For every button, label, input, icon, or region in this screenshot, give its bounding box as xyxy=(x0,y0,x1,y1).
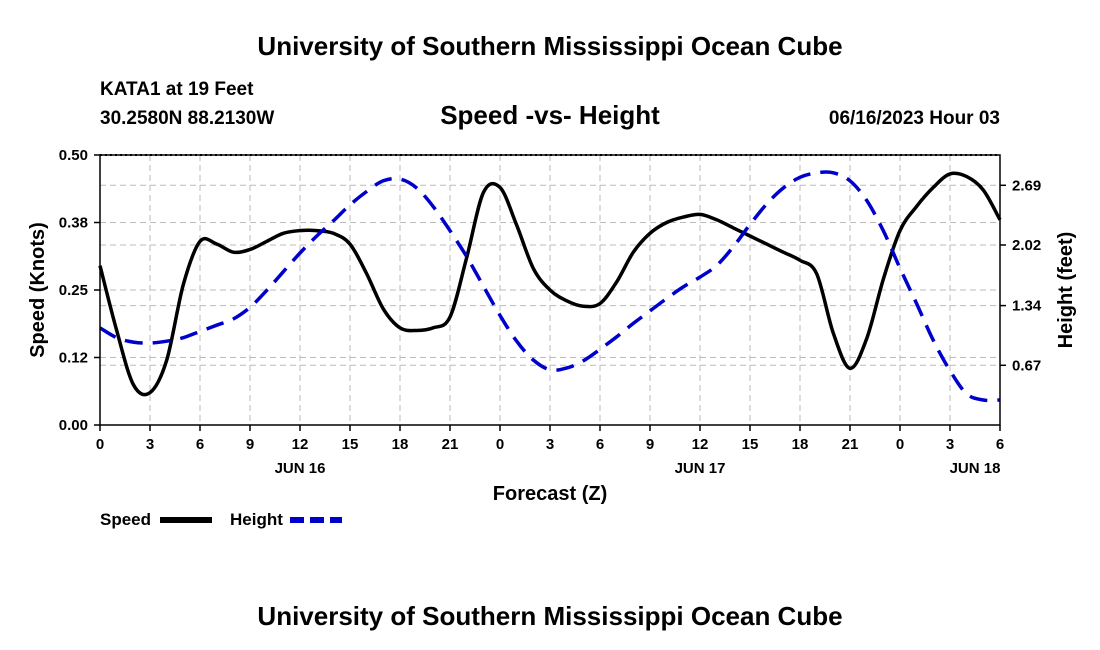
x-tick-label: 15 xyxy=(742,436,759,453)
x-tick-label: 12 xyxy=(292,436,309,453)
series-layer xyxy=(98,170,1002,403)
x-tick-label: 18 xyxy=(792,436,809,453)
axis-layer: 0 3 6 9 12 15 18 21 0 3 6 9 12 15 18 21 0 3 6 JUN 16 JUN 17 J… xyxy=(59,147,1042,477)
plot-title: Speed -vs- Height xyxy=(440,100,660,130)
x-tick-label: 18 xyxy=(392,436,409,453)
grid-layer xyxy=(100,155,1000,425)
day-label: JUN 17 xyxy=(675,460,726,477)
y-left-tick-label: 0.12 xyxy=(59,350,88,367)
footer-title: University of Southern Mississippi Ocean… xyxy=(257,601,842,631)
x-tick-label: 6 xyxy=(196,436,204,453)
y-right-tick-label: 2.69 xyxy=(1012,177,1041,194)
legend: Speed Height xyxy=(100,510,342,529)
station-label: KATA1 at 19 Feet xyxy=(100,79,254,100)
x-tick-label: 9 xyxy=(646,436,654,453)
location-label: 30.2580N 88.2130W xyxy=(100,108,274,129)
series-line-speed xyxy=(98,171,1002,397)
y-left-tick-label: 0.00 xyxy=(59,417,88,434)
y-left-tick-label: 0.50 xyxy=(59,147,88,164)
y-right-tick-label: 2.02 xyxy=(1012,237,1041,254)
y-left-tick-label: 0.38 xyxy=(59,215,88,232)
x-tick-label: 0 xyxy=(896,436,904,453)
y-axis-right-label: Height (feet) xyxy=(1055,232,1077,349)
series-line-height xyxy=(99,170,1001,403)
y-right-tick-label: 0.67 xyxy=(1012,357,1041,374)
x-tick-label: 21 xyxy=(842,436,859,453)
x-tick-label: 9 xyxy=(246,436,254,453)
legend-speed-label: Speed xyxy=(100,510,151,529)
y-left-tick-label: 0.25 xyxy=(59,282,88,299)
y-right-tick-label: 1.34 xyxy=(1012,298,1042,315)
x-tick-label: 3 xyxy=(546,436,554,453)
x-axis-label: Forecast (Z) xyxy=(493,483,607,505)
day-label: JUN 16 xyxy=(275,460,326,477)
x-tick-label: 21 xyxy=(442,436,459,453)
x-tick-label: 12 xyxy=(692,436,709,453)
day-label: JUN 18 xyxy=(950,460,1001,477)
x-tick-label: 3 xyxy=(146,436,154,453)
x-tick-label: 0 xyxy=(496,436,504,453)
legend-height-label: Height xyxy=(230,510,283,529)
page-title: University of Southern Mississippi Ocean… xyxy=(257,31,842,61)
x-tick-label: 15 xyxy=(342,436,359,453)
x-tick-label: 6 xyxy=(596,436,604,453)
x-tick-label: 6 xyxy=(996,436,1004,453)
y-axis-left-label: Speed (Knots) xyxy=(27,222,49,358)
date-label: 06/16/2023 Hour 03 xyxy=(829,108,1000,129)
x-tick-label: 3 xyxy=(946,436,954,453)
x-tick-label: 0 xyxy=(96,436,104,453)
